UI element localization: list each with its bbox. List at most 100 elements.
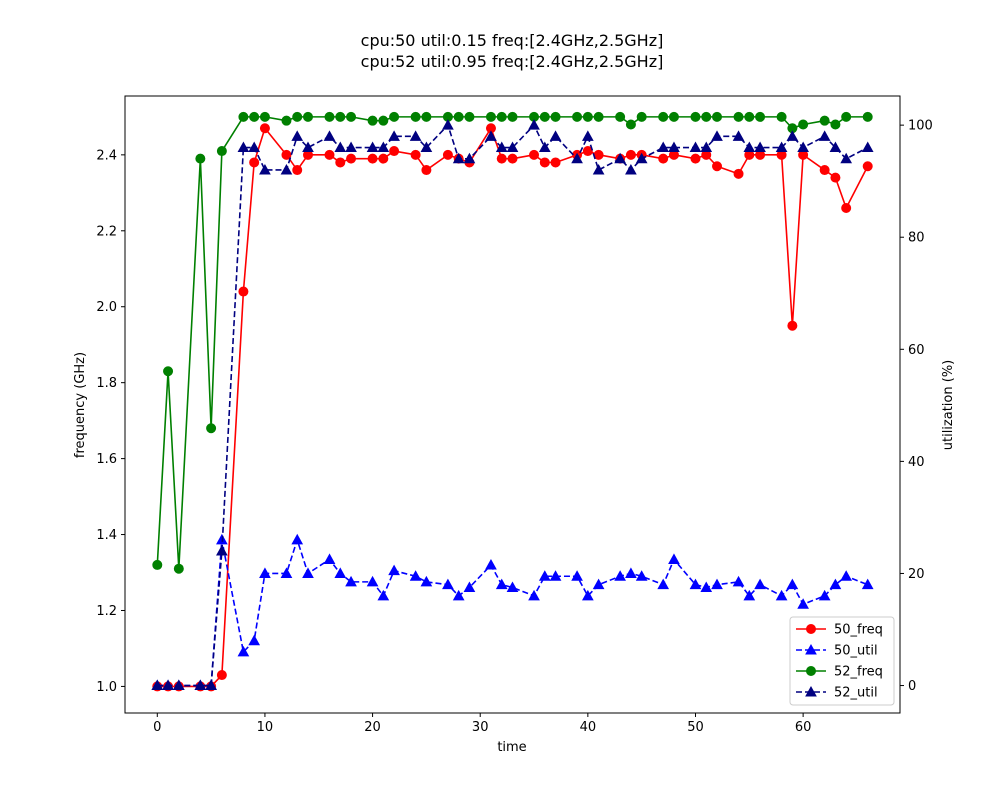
data-point-52_util bbox=[442, 119, 454, 130]
data-point-50_freq bbox=[550, 157, 561, 168]
data-point-52_util bbox=[635, 152, 648, 164]
data-point-50_freq bbox=[539, 157, 550, 168]
data-point-50_util bbox=[689, 578, 702, 590]
data-point-50_util bbox=[420, 575, 433, 587]
data-point-50_freq bbox=[690, 153, 701, 164]
legend-item-50_freq: 50_freq bbox=[796, 623, 883, 638]
data-point-52_freq bbox=[507, 111, 518, 122]
data-point-52_util bbox=[818, 130, 831, 141]
data-point-52_freq bbox=[658, 111, 669, 122]
data-point-52_freq bbox=[830, 119, 841, 130]
data-point-52_util bbox=[786, 130, 799, 141]
series-52_util bbox=[151, 119, 874, 691]
data-point-50_util bbox=[732, 575, 745, 587]
data-point-50_freq bbox=[529, 149, 540, 160]
data-point-52_freq bbox=[615, 111, 626, 122]
data-point-50_util bbox=[334, 567, 347, 578]
y-tick-label: 1.4 bbox=[96, 528, 117, 543]
data-point-50_util bbox=[538, 570, 551, 581]
data-point-52_util bbox=[689, 141, 702, 153]
data-point-52_util bbox=[754, 141, 766, 153]
data-point-52_util bbox=[581, 130, 594, 141]
data-point-52_freq bbox=[410, 111, 421, 122]
data-point-50_util bbox=[743, 589, 756, 601]
data-point-52_util bbox=[334, 141, 347, 153]
x-tick-label: 40 bbox=[580, 720, 597, 735]
data-point-50_util bbox=[571, 570, 583, 581]
series-line-50_util bbox=[157, 539, 869, 687]
data-point-52_util bbox=[409, 130, 422, 141]
data-point-52_freq bbox=[539, 111, 550, 122]
data-point-50_freq bbox=[410, 149, 421, 160]
data-point-52_freq bbox=[281, 115, 292, 126]
data-point-50_freq bbox=[507, 153, 518, 164]
data-point-52_util bbox=[775, 141, 788, 153]
data-point-50_util bbox=[485, 559, 497, 570]
data-point-50_freq bbox=[367, 153, 378, 164]
data-point-52_freq bbox=[550, 111, 561, 122]
y-tick-label: 2.2 bbox=[96, 224, 117, 239]
data-point-50_util bbox=[829, 578, 842, 590]
data-point-52_freq bbox=[744, 111, 755, 122]
data-point-50_util bbox=[495, 578, 508, 590]
data-point-52_util bbox=[549, 130, 562, 141]
data-point-52_util bbox=[829, 141, 842, 153]
data-point-52_util bbox=[194, 679, 207, 691]
data-point-50_freq bbox=[819, 165, 830, 176]
series-line-52_util bbox=[157, 124, 869, 687]
data-point-52_util bbox=[151, 679, 164, 691]
data-point-52_freq bbox=[712, 111, 723, 122]
y2-tick-label: 20 bbox=[908, 567, 925, 582]
data-point-50_freq bbox=[292, 165, 303, 176]
legend-item-52_util: 52_util bbox=[796, 686, 878, 701]
data-point-50_freq bbox=[733, 168, 744, 179]
data-point-52_util bbox=[840, 152, 853, 164]
data-point-52_util bbox=[797, 141, 809, 153]
data-point-52_freq bbox=[259, 111, 270, 122]
data-point-52_util bbox=[377, 141, 390, 153]
data-point-50_util bbox=[291, 533, 304, 545]
data-point-52_freq bbox=[335, 111, 346, 122]
data-point-50_util bbox=[754, 578, 766, 590]
y2-tick-label: 0 bbox=[908, 679, 916, 694]
y2-axis-label: utilization (%) bbox=[941, 360, 956, 451]
legend-swatch-marker bbox=[805, 643, 817, 655]
data-point-50_freq bbox=[496, 153, 507, 164]
data-point-52_freq bbox=[625, 119, 636, 130]
data-point-52_util bbox=[668, 141, 680, 153]
data-point-52_util bbox=[592, 163, 605, 175]
data-point-50_freq bbox=[216, 670, 227, 681]
x-tick-label: 50 bbox=[687, 720, 704, 735]
data-point-52_util bbox=[237, 141, 250, 153]
y-tick-label: 2.0 bbox=[96, 300, 117, 315]
chart-title-line-2: cpu:52 util:0.95 freq:[2.4GHz,2.5GHz] bbox=[361, 52, 664, 71]
data-point-50_freq bbox=[238, 286, 249, 297]
data-point-50_util bbox=[377, 589, 390, 601]
y2-axis-ticks: 0 20 40 60 80 100 bbox=[900, 119, 933, 694]
data-point-50_freq bbox=[830, 172, 841, 183]
legend-label: 52_freq bbox=[834, 665, 883, 680]
data-point-52_util bbox=[711, 130, 723, 141]
data-point-50_util bbox=[409, 570, 422, 581]
data-point-52_freq bbox=[453, 111, 464, 122]
series-50_util bbox=[151, 533, 874, 691]
data-point-50_util bbox=[592, 578, 605, 590]
series-50_freq bbox=[152, 123, 873, 692]
data-point-52_freq bbox=[636, 111, 647, 122]
data-point-50_util bbox=[463, 581, 476, 592]
data-point-52_util bbox=[463, 152, 476, 164]
legend-label: 50_util bbox=[834, 644, 878, 659]
data-point-52_util bbox=[280, 163, 293, 175]
data-point-52_freq bbox=[776, 111, 787, 122]
data-point-50_freq bbox=[582, 146, 593, 157]
data-point-50_freq bbox=[862, 161, 873, 172]
data-point-52_util bbox=[657, 141, 670, 153]
data-point-52_freq bbox=[389, 111, 400, 122]
legend-items: 50_freq 50_util 52_freq 52_util bbox=[796, 623, 883, 701]
data-point-52_freq bbox=[195, 153, 206, 164]
data-point-52_util bbox=[732, 130, 745, 141]
data-point-52_freq bbox=[216, 146, 227, 157]
data-point-52_freq bbox=[378, 115, 389, 126]
data-point-50_freq bbox=[841, 203, 852, 214]
